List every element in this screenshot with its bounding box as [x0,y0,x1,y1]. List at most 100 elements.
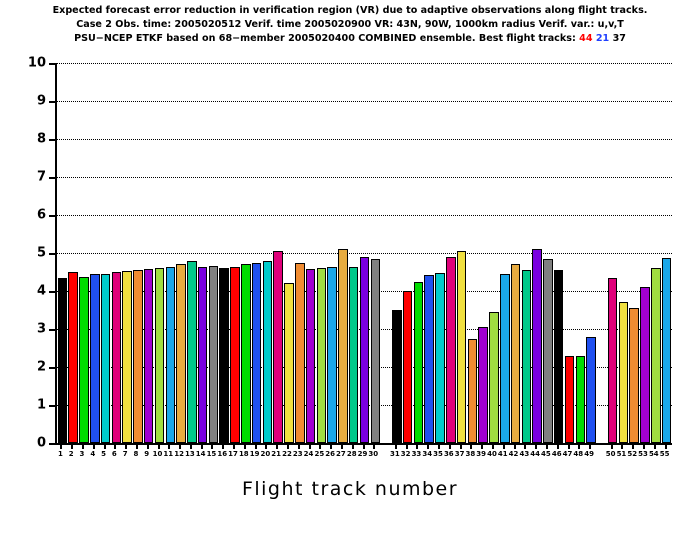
x-axis-tick-label: 46 [551,450,562,458]
x-axis-tick-label: 37 [454,450,465,458]
x-axis-tick [459,443,462,449]
x-axis-tick-label: 12 [174,450,184,458]
bar [295,262,305,443]
bar [284,283,294,443]
bar [359,256,370,443]
bar [338,249,348,443]
chart-title-line-2: Case 2 Obs. time: 2005020512 Verif. time… [76,19,624,30]
bar [57,277,68,443]
x-axis-tick [416,443,419,449]
bar [629,308,639,443]
bar [510,264,521,443]
x-axis-tick-label: 21 [271,450,282,458]
bar [651,268,661,443]
y-axis-tick [49,101,57,103]
x-axis-tick-label: 29 [357,450,368,458]
x-axis-tick-label: 6 [111,450,117,458]
x-axis-tick-label: 31 [389,450,400,458]
x-axis-tick-label: 1 [57,450,63,458]
bar [111,272,122,443]
x-axis-tick [114,443,117,449]
x-axis-tick [556,443,559,449]
x-axis-tick [200,443,203,449]
x-axis-tick [233,443,236,449]
x-axis-tick [135,443,138,449]
bar [100,273,111,443]
x-axis-tick [567,443,570,449]
y-axis-tick-label: 1 [36,397,46,413]
x-axis-tick [524,443,527,449]
x-axis-tick [578,443,581,449]
x-axis-tick [286,443,289,449]
bar [79,276,89,443]
x-axis-tick-label: 25 [314,450,325,458]
bar [456,251,467,443]
x-axis-tick [189,443,192,449]
x-axis-tick [168,443,171,449]
y-axis-tick [49,291,57,293]
x-axis-tick-label: 40 [487,450,497,458]
bar [489,311,499,443]
x-axis-tick-label: 10 [152,450,163,458]
x-axis-tick-label: 47 [562,450,573,458]
y-axis-tick-label: 0 [36,435,46,451]
x-axis-tick [632,443,635,449]
y-axis-tick [49,63,57,65]
x-axis-tick [103,443,106,449]
best-track-3: 37 [612,33,626,44]
y-axis-tick [49,253,57,255]
x-axis-tick-label: 16 [217,450,228,458]
bar [607,278,618,443]
x-axis-tick [157,443,160,449]
x-axis-tick [276,443,279,449]
bar [553,270,564,443]
x-axis-tick [513,443,516,449]
plot-area: 0 1 2 3 4 5 6 7 8 9 10 [28,57,672,450]
bar [68,272,78,443]
x-axis-tick-label: 23 [292,450,303,458]
x-axis-tick-label: 44 [530,450,540,458]
x-axis-tick [92,443,95,449]
x-axis-tick [254,443,257,449]
y-axis-tick-label: 6 [36,207,46,223]
x-axis-tick [222,443,225,449]
x-axis-tick-label: 53 [638,450,648,458]
bar [154,268,165,443]
x-axis-tick-label: 4 [90,450,96,458]
x-axis-tick-label: 33 [411,450,422,458]
x-axis-tick-label: 42 [508,450,519,458]
x-axis-tick-label: 35 [433,450,443,458]
x-axis-tick [373,443,376,449]
chart-subtitle-text: PSU−NCEP ETKF based on 68−member 2005020… [74,33,576,44]
x-axis-tick-label: 19 [249,450,260,458]
bar [305,268,316,443]
x-axis-tick-label: 8 [133,450,139,458]
bar [176,264,186,443]
bar [241,263,251,443]
x-axis-tick-label: 24 [303,450,314,458]
bar [122,271,132,443]
x-axis-tick [81,443,84,449]
x-axis-tick-label: 52 [627,450,638,458]
x-axis-tick [60,443,63,449]
x-axis-tick [405,443,408,449]
bar [478,327,488,443]
x-axis-tick [362,443,365,449]
bar [327,267,337,443]
x-axis-tick [653,443,656,449]
bar [208,266,219,443]
x-axis-tick-label: 36 [443,450,454,458]
x-axis-tick-label: 13 [184,450,195,458]
y-axis-tick [49,177,57,179]
x-axis-tick-label: 3 [79,450,85,458]
x-axis-tick-label: 27 [336,450,346,458]
best-track-1: 44 [579,33,593,44]
y-axis-tick [49,215,57,217]
x-axis-tick [481,443,484,449]
x-axis-tick-label: 18 [238,450,249,458]
x-axis-tick [146,443,149,449]
x-axis-tick-label: 48 [573,450,584,458]
x-axis-tick-label: 17 [228,450,238,458]
x-axis-tick-label: 7 [122,450,128,458]
